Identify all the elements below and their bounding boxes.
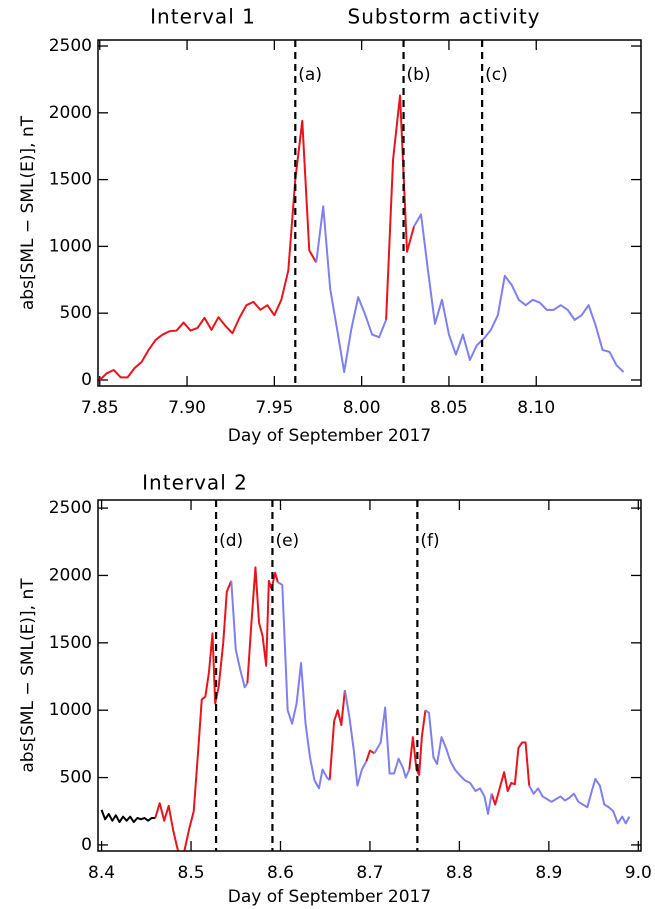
- event-label: (a): [298, 65, 322, 85]
- x-tick-label: 8.9: [535, 863, 562, 883]
- data-line: [408, 710, 427, 776]
- data-line: [328, 689, 346, 781]
- plot-frame: [97, 499, 642, 852]
- data-line: [343, 689, 368, 787]
- panel-title: Interval 1: [150, 5, 256, 29]
- data-line: [246, 566, 279, 684]
- x-tick-label: 8.5: [178, 863, 205, 883]
- y-tick-label: 500: [60, 303, 92, 323]
- y-axis-label: abs[SML − SML(E)], nT: [18, 578, 38, 773]
- data-line: [528, 777, 631, 825]
- x-tick-label: 7.95: [255, 398, 293, 418]
- panel-title: Interval 2: [142, 471, 248, 495]
- y-tick-label: 2500: [49, 36, 92, 56]
- data-line: [230, 580, 249, 689]
- x-axis-label: Day of September 2017: [228, 887, 431, 907]
- x-tick-label: 8.00: [343, 398, 381, 418]
- event-label: (c): [485, 65, 508, 85]
- data-line: [490, 741, 531, 806]
- y-tick-label: 2000: [49, 103, 92, 123]
- y-axis-label: abs[SML − SML(E)], nT: [18, 115, 38, 310]
- x-tick-label: 8.6: [267, 863, 294, 883]
- data-line: [385, 94, 415, 320]
- x-tick-label: 8.8: [446, 863, 473, 883]
- x-tick-label: 9.0: [625, 863, 652, 883]
- data-line: [315, 205, 388, 373]
- x-tick-label: 8.05: [430, 398, 468, 418]
- data-line: [100, 809, 156, 824]
- y-tick-label: 1000: [49, 236, 92, 256]
- event-label: (b): [407, 65, 431, 85]
- x-tick-label: 8.7: [356, 863, 383, 883]
- y-tick-label: 1500: [49, 633, 92, 653]
- data-line: [277, 581, 331, 790]
- panel-annotation: Substorm activity: [348, 5, 541, 29]
- data-line: [413, 213, 625, 373]
- plot-frame: [97, 39, 642, 387]
- y-tick-label: 500: [60, 768, 92, 788]
- event-label: (e): [275, 531, 299, 551]
- x-axis-label: Day of September 2017: [228, 426, 431, 446]
- event-label: (f): [420, 531, 439, 551]
- x-tick-label: 8.4: [88, 863, 115, 883]
- x-tick-label: 7.85: [81, 398, 119, 418]
- data-line: [99, 119, 318, 381]
- data-line: [365, 749, 375, 762]
- x-tick-label: 7.90: [168, 398, 206, 418]
- x-tick-label: 8.10: [517, 398, 555, 418]
- data-line: [373, 706, 411, 779]
- y-tick-label: 2500: [49, 498, 92, 518]
- data-line: [424, 709, 493, 815]
- event-label: (d): [219, 531, 243, 551]
- y-tick-label: 1000: [49, 700, 92, 720]
- y-tick-label: 0: [81, 370, 92, 390]
- y-tick-label: 1500: [49, 170, 92, 190]
- y-tick-label: 0: [81, 835, 92, 855]
- data-line: [154, 580, 233, 851]
- y-tick-label: 2000: [49, 565, 92, 585]
